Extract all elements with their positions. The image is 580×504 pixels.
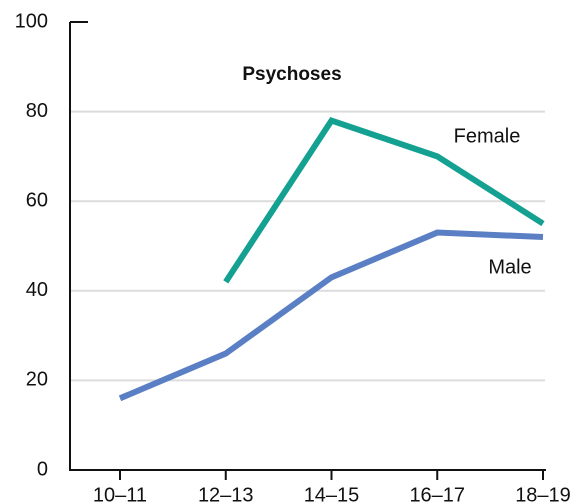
chart-title: Psychoses bbox=[242, 64, 341, 85]
line-series bbox=[118, 229, 544, 402]
y-tick-label: 60 bbox=[26, 189, 48, 211]
series-label: Female bbox=[454, 125, 521, 147]
x-tick-label: 16–17 bbox=[409, 484, 465, 504]
x-tick-label: 14–15 bbox=[304, 484, 360, 504]
x-tick-label: 10–11 bbox=[93, 484, 147, 504]
series-label: Male bbox=[488, 256, 531, 278]
y-tick-label: 20 bbox=[26, 369, 48, 391]
x-tick-label: 18–19 bbox=[515, 484, 571, 504]
line-series bbox=[223, 116, 545, 284]
y-tick-label: 100 bbox=[15, 10, 48, 32]
y-tick-label: 0 bbox=[37, 458, 48, 480]
y-tick-label: 80 bbox=[26, 100, 48, 122]
y-tick-label: 40 bbox=[26, 279, 48, 301]
x-tick-label: 12–13 bbox=[198, 484, 254, 504]
